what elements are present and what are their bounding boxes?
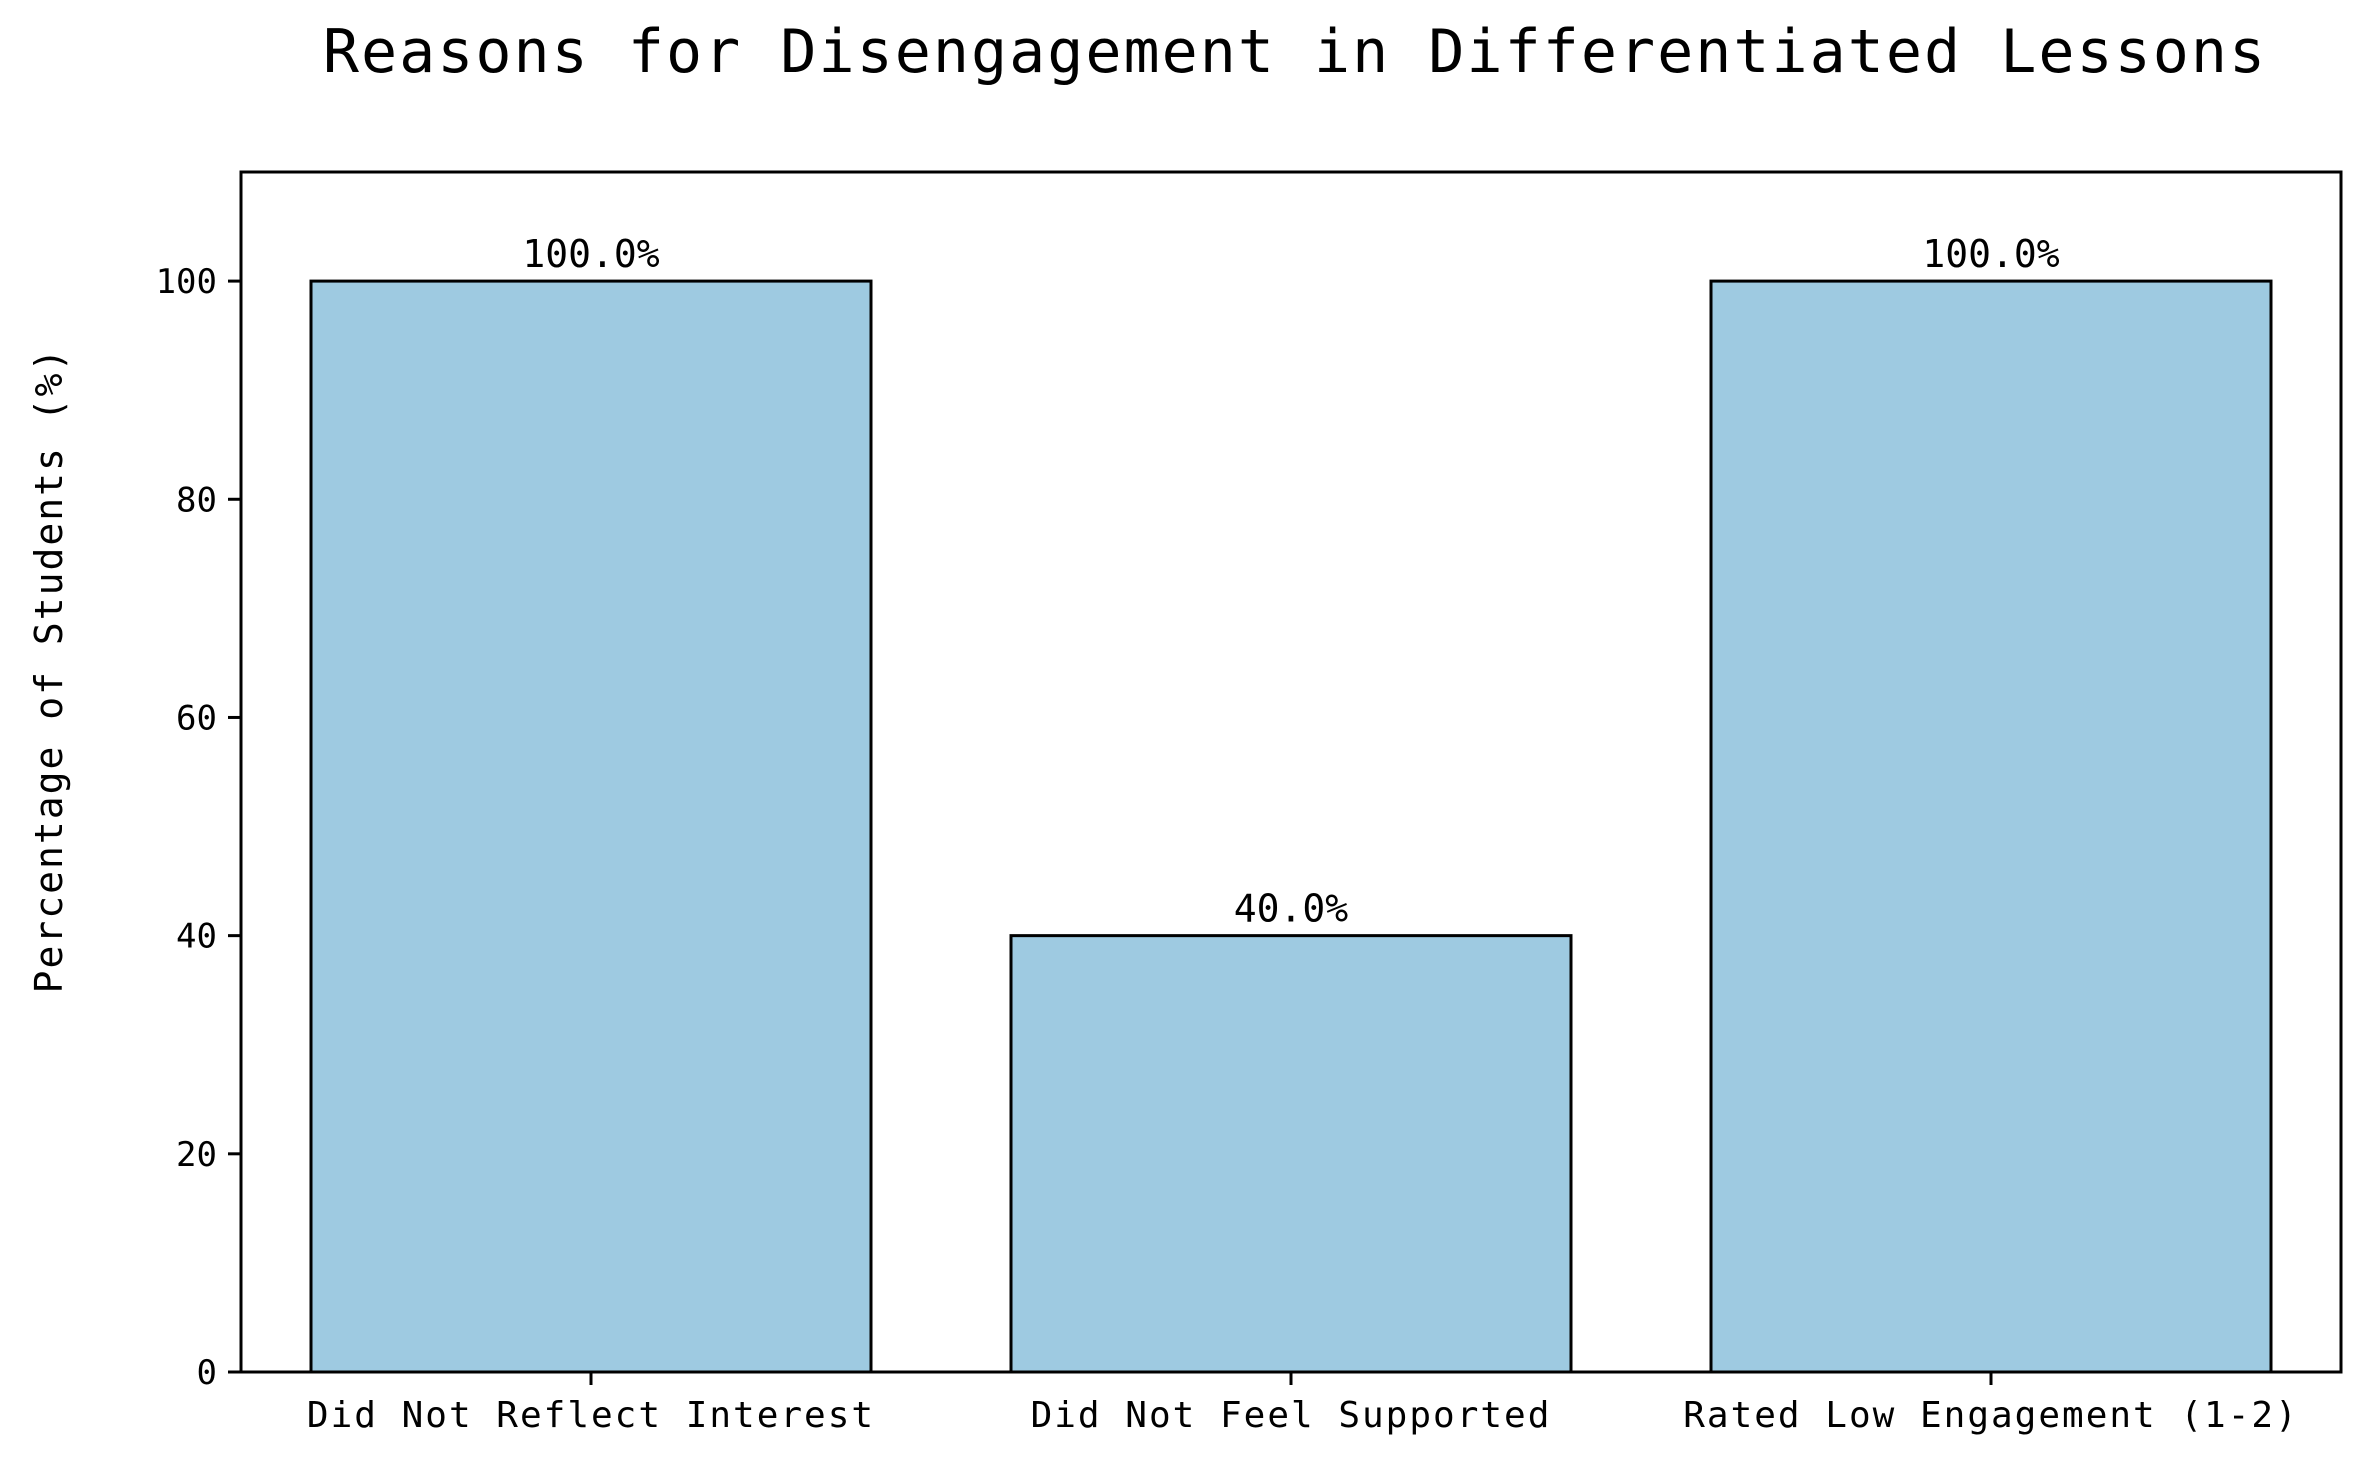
y-tick-label: 60: [176, 698, 217, 738]
y-tick-label: 20: [176, 1135, 217, 1175]
y-tick-label: 0: [197, 1353, 217, 1393]
y-tick-label: 100: [156, 262, 217, 302]
data-label: 40.0%: [1234, 887, 1349, 931]
data-label: 100.0%: [1922, 232, 2059, 276]
x-tick-label: Did Not Feel Supported: [1031, 1395, 1552, 1436]
x-tick-label: Did Not Reflect Interest: [307, 1395, 875, 1436]
bar: [1709, 279, 2273, 1374]
y-tick-label: 80: [176, 480, 217, 520]
y-axis-label: Percentage of Students (%): [27, 347, 71, 994]
y-tick-label: 40: [176, 917, 217, 957]
bar: [1009, 934, 1573, 1374]
bar: [309, 279, 873, 1374]
x-tick-label: Rated Low Engagement (1-2): [1683, 1395, 2299, 1436]
plot-area: 100.0% 40.0% 100.0% 0 20 40 60 80 100 Did Not Ref…: [156, 170, 2343, 1436]
data-label: 100.0%: [522, 232, 659, 276]
chart-title: Reasons for Disengagement in Differentia…: [323, 17, 2267, 87]
